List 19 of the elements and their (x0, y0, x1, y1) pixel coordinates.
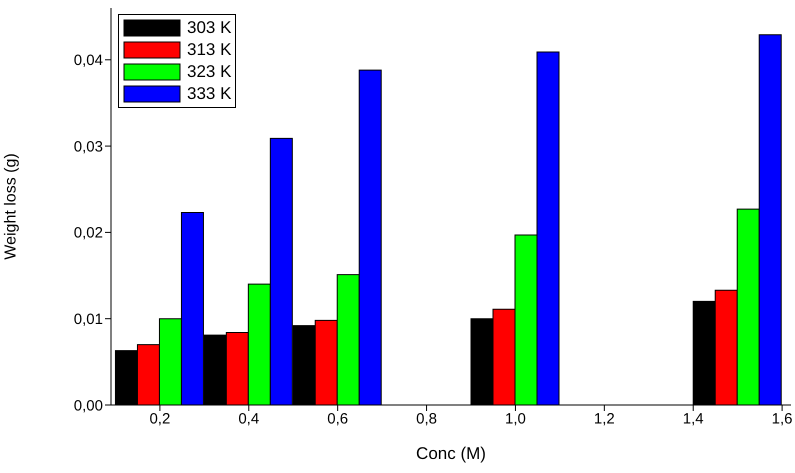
x-tick-label: 1,0 (505, 410, 526, 428)
x-tick-label: 0,6 (327, 410, 348, 428)
y-tick-label: 0,02 (74, 224, 103, 242)
x-tick-label: 1,4 (682, 410, 704, 428)
legend-label: 333 K (187, 84, 232, 104)
legend-label: 303 K (187, 18, 232, 38)
legend-label: 323 K (187, 62, 232, 82)
x-tick-label: 1,2 (594, 410, 615, 428)
x-axis-title: Conc (M) (416, 444, 486, 463)
y-tick-label: 0,01 (74, 311, 103, 328)
y-tick-label: 0,04 (74, 52, 103, 70)
x-tick-label: 0,4 (238, 410, 260, 428)
x-tick-label: 0,2 (149, 410, 170, 428)
y-axis-title: Weight loss (g) (2, 153, 20, 260)
x-tick-label: 0,8 (416, 410, 437, 428)
legend-label: 313 K (187, 40, 232, 60)
y-tick-label: 0,00 (74, 397, 103, 414)
y-tick-label: 0,03 (74, 138, 103, 156)
x-tick-label: 1,6 (772, 410, 793, 428)
